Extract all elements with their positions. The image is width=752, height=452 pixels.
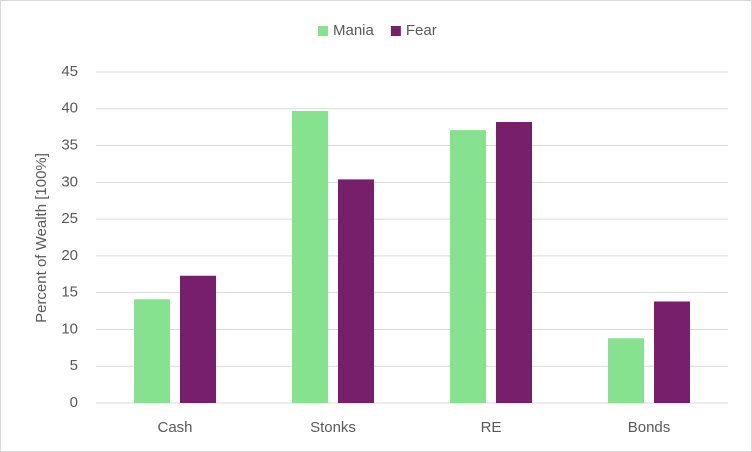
bar bbox=[134, 299, 170, 403]
bar bbox=[496, 122, 532, 404]
bar bbox=[608, 338, 644, 403]
y-tick-label: 0 bbox=[70, 394, 78, 411]
x-tick-label: RE bbox=[481, 419, 502, 436]
x-tick-label: Bonds bbox=[628, 419, 671, 436]
bar bbox=[292, 110, 328, 404]
y-tick-label: 25 bbox=[61, 210, 78, 227]
bar bbox=[450, 130, 486, 403]
bar bbox=[338, 179, 374, 403]
legend-swatch bbox=[318, 26, 328, 36]
x-tick-label: Stonks bbox=[310, 419, 356, 436]
y-tick-label: 35 bbox=[61, 137, 78, 154]
y-tick-label: 45 bbox=[61, 63, 78, 80]
y-tick-label: 20 bbox=[61, 247, 78, 264]
legend-swatch bbox=[390, 26, 401, 36]
y-tick-label: 15 bbox=[61, 284, 78, 301]
legend-label: Fear bbox=[406, 22, 437, 39]
y-tick-label: 10 bbox=[61, 320, 78, 337]
y-axis-label: Percent of Wealth [100%] bbox=[33, 153, 50, 323]
y-tick-label: 40 bbox=[61, 100, 78, 117]
y-tick-label: 30 bbox=[61, 173, 78, 190]
bar bbox=[654, 301, 690, 403]
y-tick-label: 5 bbox=[70, 357, 78, 374]
legend-label: Mania bbox=[333, 22, 375, 39]
x-tick-label: Cash bbox=[157, 419, 192, 436]
bar bbox=[180, 275, 216, 403]
